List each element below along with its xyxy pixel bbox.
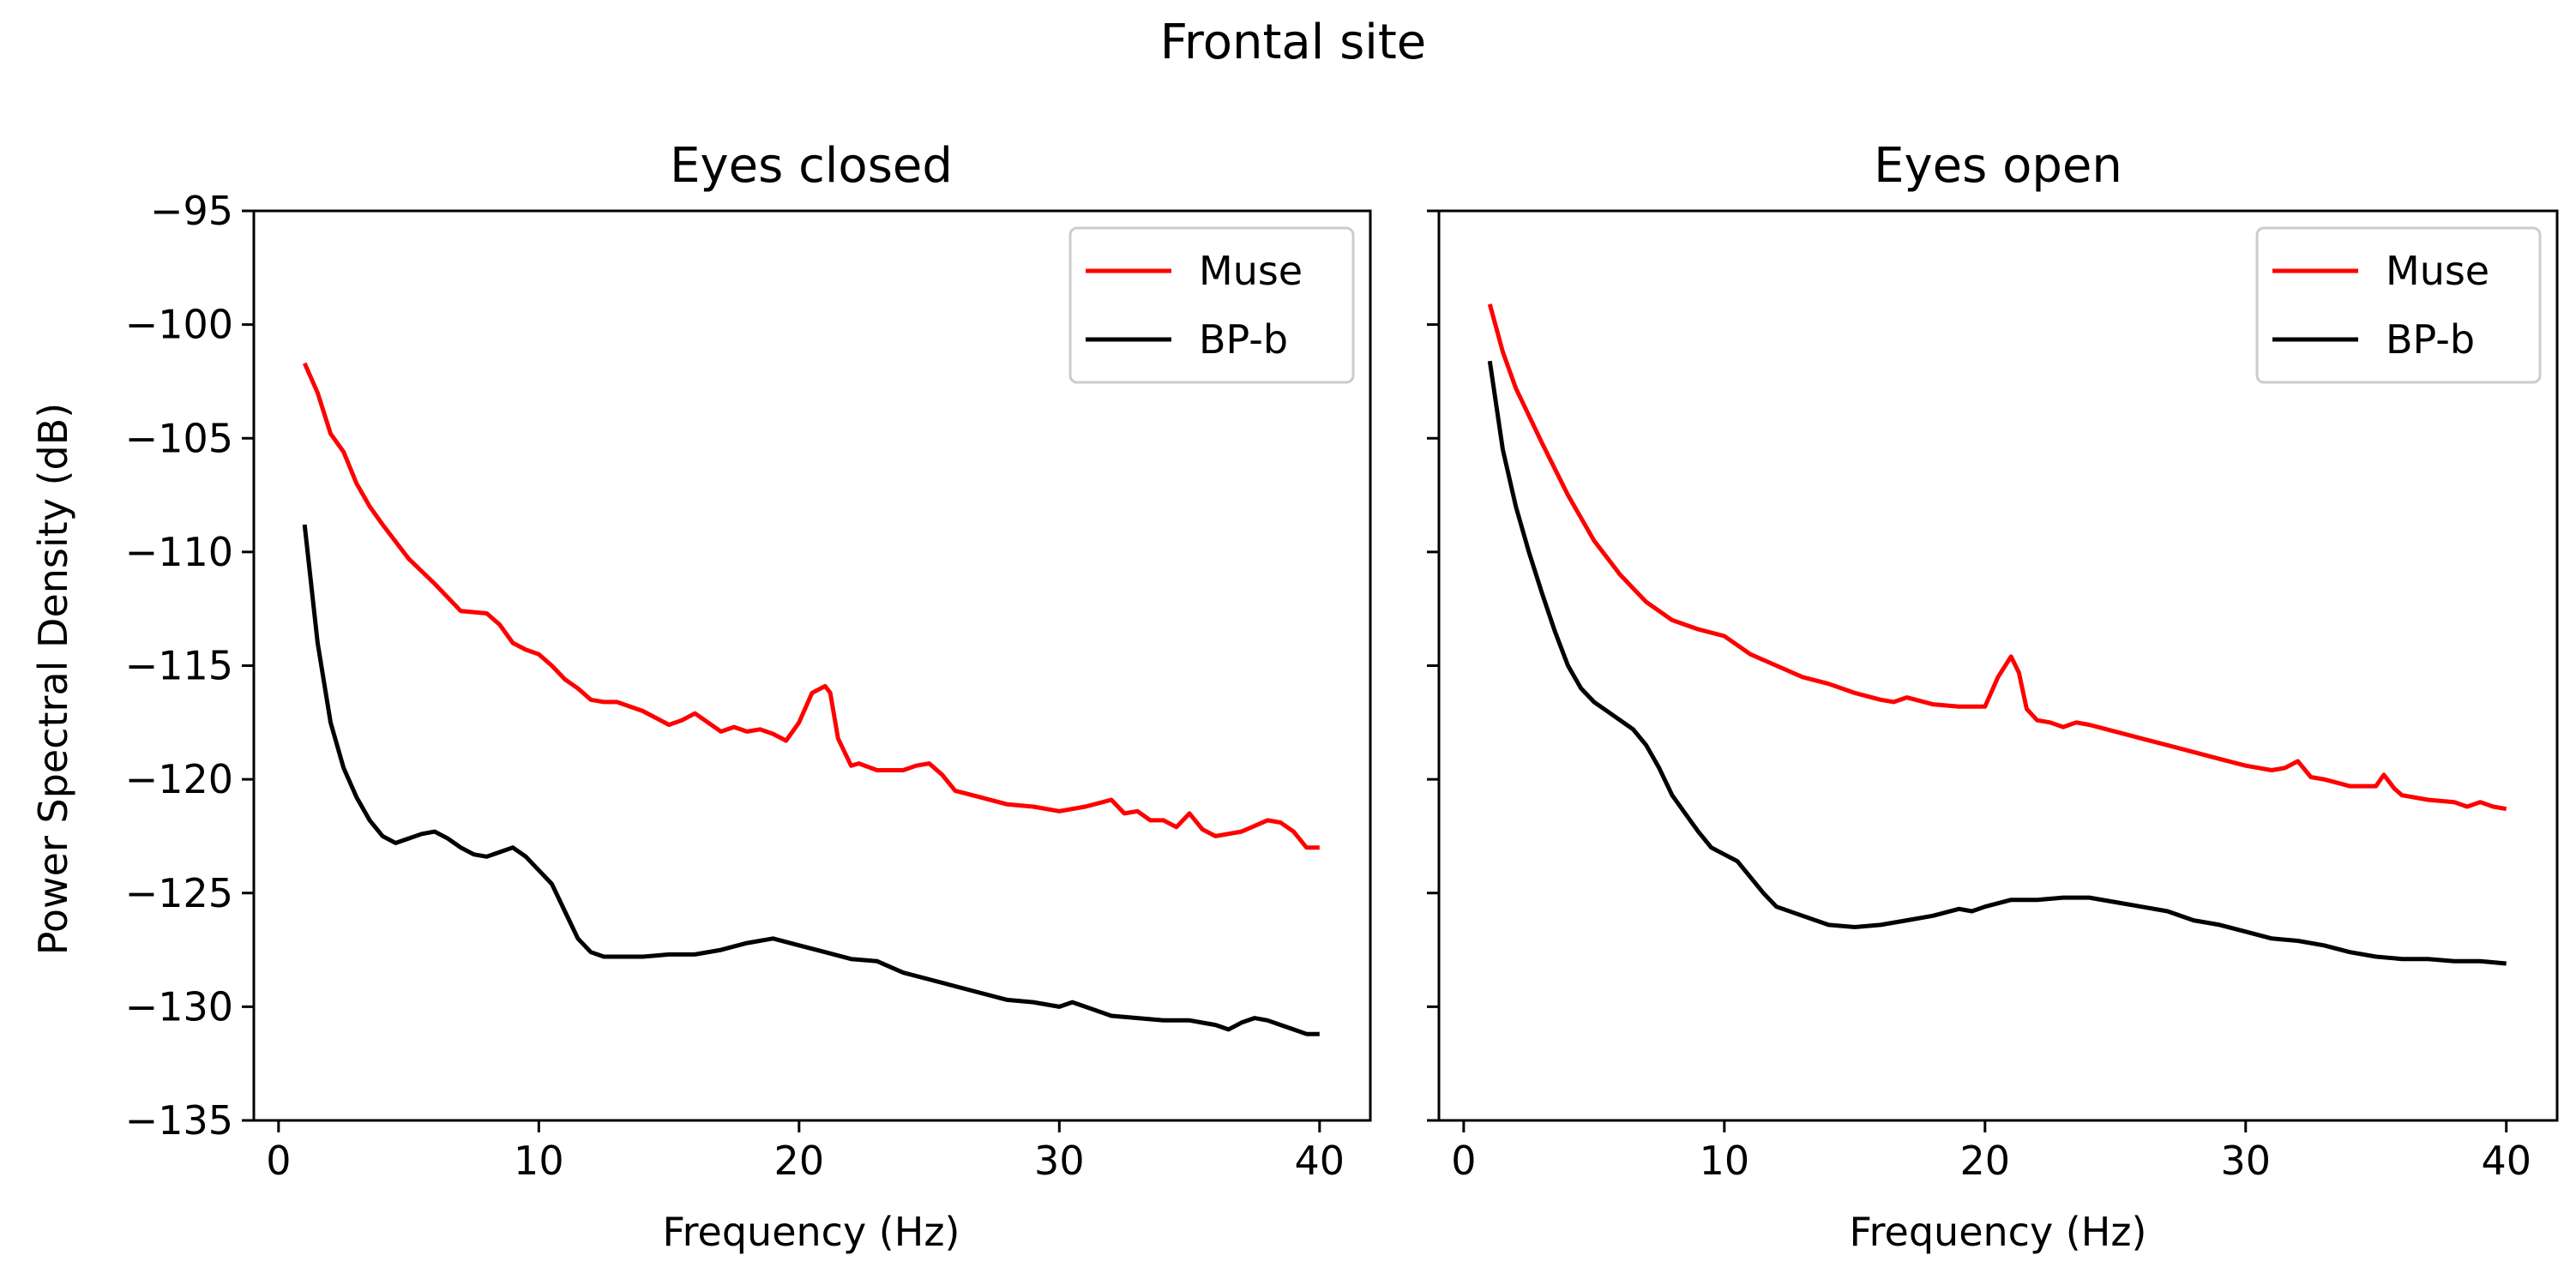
eyes-open-title: Eyes open (1874, 138, 2122, 194)
eyes-closed-title: Eyes closed (670, 138, 953, 194)
y-tick-label: −120 (125, 756, 233, 802)
eyes-closed-bp-b-line (302, 524, 1320, 1036)
y-tick-label: −130 (125, 983, 233, 1030)
legend-label: BP-b (2386, 316, 2475, 363)
x-tick-label: 40 (1295, 1138, 1345, 1184)
eyes-open-legend-box (2255, 226, 2542, 384)
y-tick-label: −110 (125, 529, 233, 575)
x-tick-label: 20 (1960, 1138, 2011, 1184)
eyes-closed-legend: Muse BP-b (1068, 226, 1355, 384)
x-axis-label-right: Frequency (Hz) (1850, 1209, 2147, 1255)
eyes-open-plot-area: 0 10 20 30 40 (1427, 209, 2559, 1184)
x-axis-label-left: Frequency (Hz) (663, 1209, 960, 1255)
eyes-closed-plot-area: 0 10 20 30 40 −95 −100 −105 −110 −115 −120 −125 −130… (125, 188, 1372, 1184)
x-tick-label: 0 (266, 1138, 291, 1184)
eyes-open-bp-b-line (1487, 360, 2507, 966)
y-tick-label: −115 (125, 643, 233, 689)
eyes-open-panel: Eyes open Frequency (Hz) 0 10 20 30 40 Muse B… (1427, 138, 2559, 1255)
y-tick-label: −105 (125, 415, 233, 461)
legend-label: Muse (1199, 248, 1303, 294)
x-tick-label: 10 (1700, 1138, 1750, 1184)
eyes-open-muse-line (1487, 303, 2507, 812)
x-tick-label: 20 (774, 1138, 825, 1184)
legend-label: Muse (2386, 248, 2489, 294)
legend-label: BP-b (1199, 316, 1288, 363)
y-tick-label: −125 (125, 870, 233, 916)
x-tick-label: 30 (2220, 1138, 2271, 1184)
x-tick-label: 40 (2481, 1138, 2531, 1184)
y-axis-label: Power Spectral Density (dB) (30, 403, 76, 955)
x-tick-label: 10 (514, 1138, 564, 1184)
eyes-closed-legend-box (1068, 226, 1355, 384)
eyes-closed-muse-line (302, 362, 1320, 850)
y-tick-label: −100 (125, 302, 233, 348)
y-tick-label: −135 (125, 1097, 233, 1144)
x-tick-label: 30 (1034, 1138, 1085, 1184)
eyes-open-legend: Muse BP-b (2255, 226, 2542, 384)
figure-title: Frontal site (1160, 15, 1426, 70)
eyes-closed-panel: Eyes closed Power Spectral Density (dB) … (30, 138, 1372, 1255)
x-tick-label: 0 (1451, 1138, 1476, 1184)
y-tick-label: −95 (150, 188, 233, 234)
